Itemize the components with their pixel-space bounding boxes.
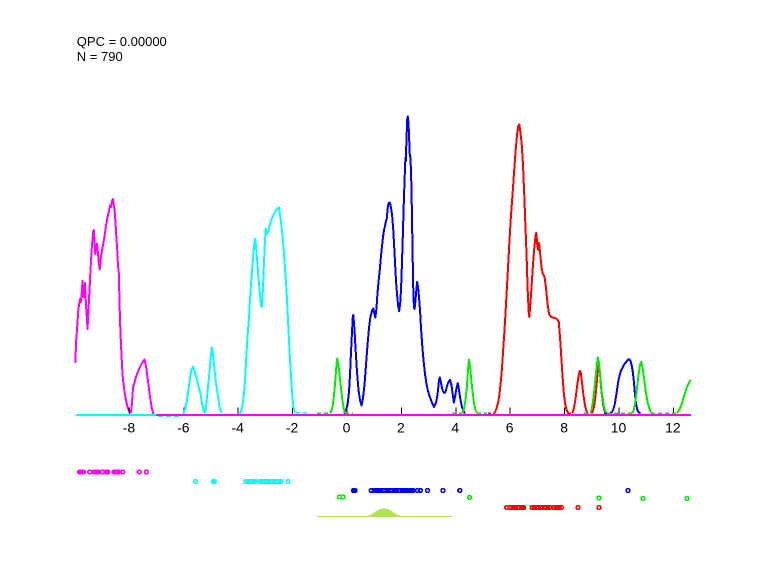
svg-text:8: 8 <box>560 420 568 436</box>
svg-text:-2: -2 <box>286 420 299 436</box>
svg-text:-4: -4 <box>231 420 244 436</box>
svg-text:-6: -6 <box>177 420 190 436</box>
svg-text:4: 4 <box>451 420 459 436</box>
svg-text:-8: -8 <box>123 420 136 436</box>
svg-text:12: 12 <box>665 420 681 436</box>
svg-text:6: 6 <box>506 420 514 436</box>
svg-text:0: 0 <box>343 420 351 436</box>
svg-text:N = 790: N = 790 <box>77 49 123 64</box>
svg-text:10: 10 <box>611 420 627 436</box>
svg-text:QPC = 0.00000: QPC = 0.00000 <box>77 34 167 49</box>
svg-text:2: 2 <box>397 420 405 436</box>
